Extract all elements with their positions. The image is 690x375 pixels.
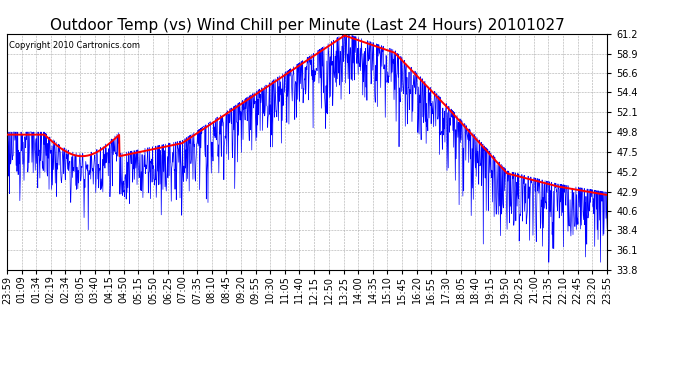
Text: Copyright 2010 Cartronics.com: Copyright 2010 Cartronics.com [9,41,139,50]
Title: Outdoor Temp (vs) Wind Chill per Minute (Last 24 Hours) 20101027: Outdoor Temp (vs) Wind Chill per Minute … [50,18,564,33]
